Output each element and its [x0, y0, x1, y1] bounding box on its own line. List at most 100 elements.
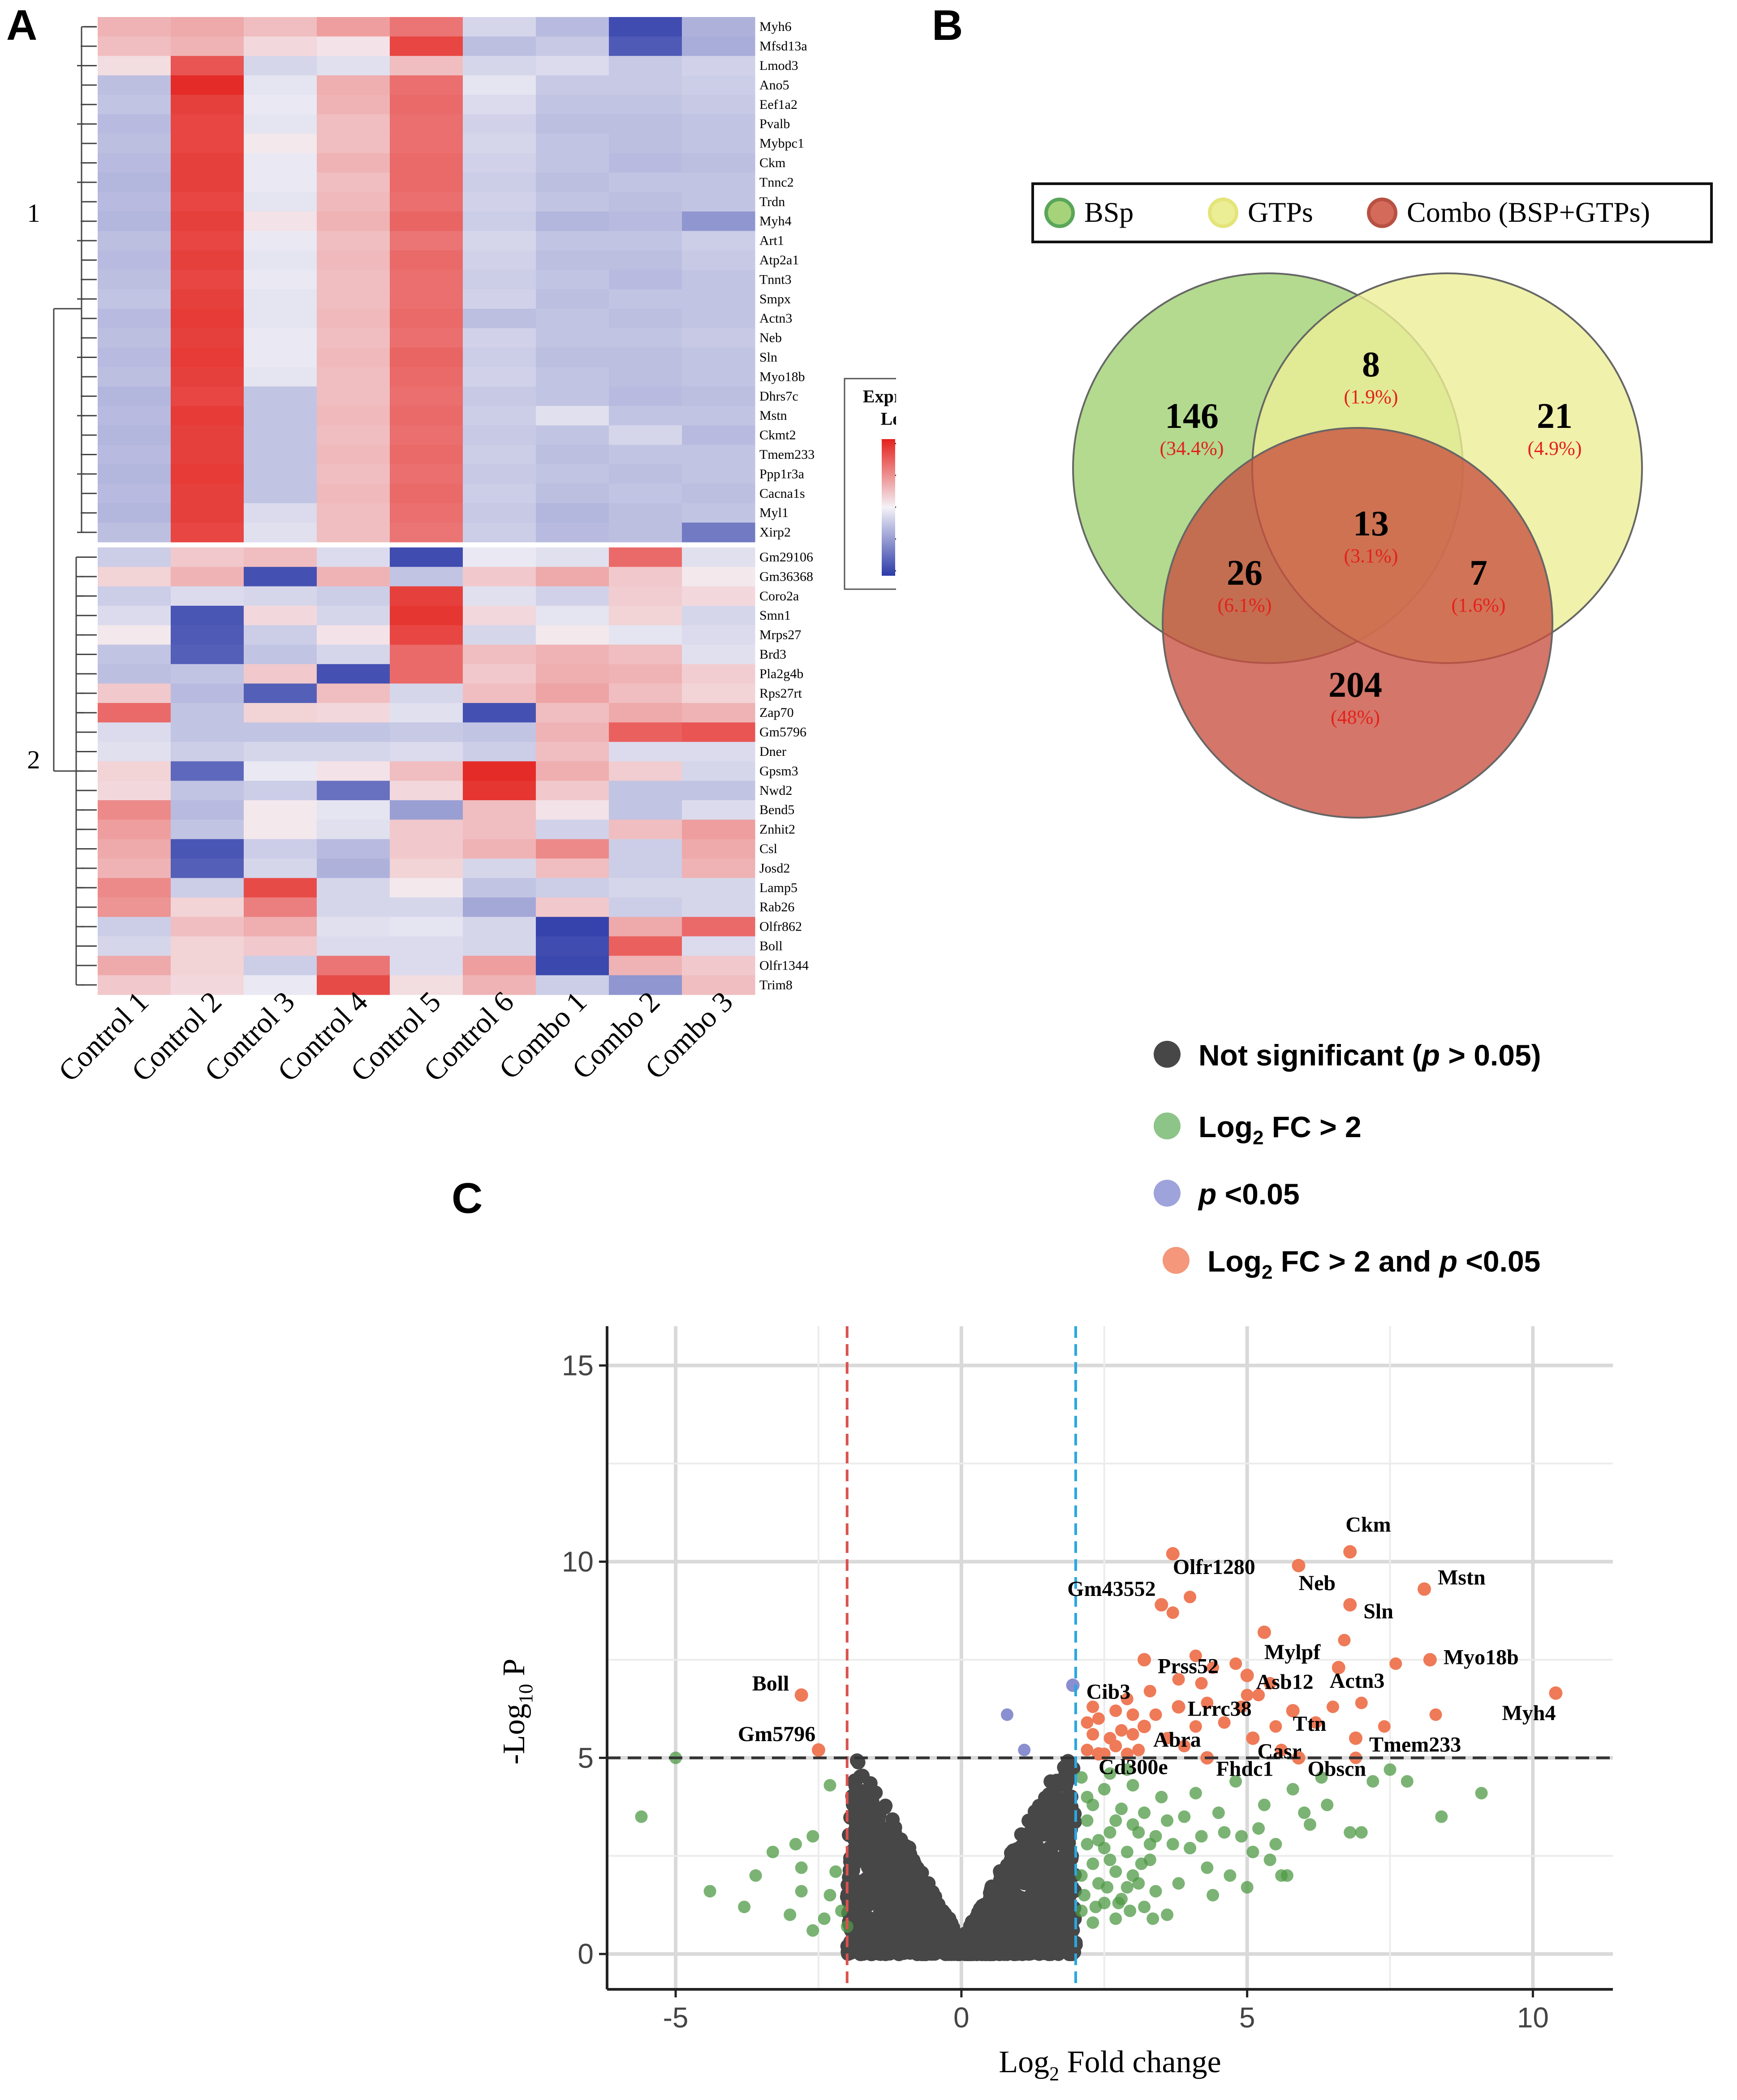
- gene-label: Neb: [1298, 1571, 1336, 1595]
- heatmap-cell: [682, 75, 755, 95]
- heatmap-cell: [244, 231, 317, 251]
- heatmap-cell: [609, 547, 682, 567]
- heatmap-row-label: Pla2g4b: [759, 666, 803, 681]
- point-fc: [635, 1810, 648, 1823]
- heatmap-cell: [536, 683, 609, 703]
- point-fc: [1147, 1912, 1159, 1925]
- heatmap-row-label: Xirp2: [759, 525, 791, 540]
- heatmap-cell: [609, 250, 682, 270]
- heatmap-row-label: Nwd2: [759, 783, 792, 798]
- heatmap-cell: [609, 483, 682, 504]
- heatmap-cell: [536, 819, 609, 840]
- heatmap-cell: [317, 172, 390, 193]
- heatmap-cell: [98, 17, 171, 37]
- heatmap-row-label: Sln: [759, 350, 777, 365]
- heatmap-cell: [390, 780, 463, 801]
- heatmap-cell: [171, 897, 244, 917]
- heatmap-cell: [536, 56, 609, 76]
- heatmap-cell: [463, 483, 536, 504]
- heatmap-cell: [463, 917, 536, 937]
- heatmap-row-label: Rps27rt: [759, 686, 802, 701]
- heatmap-cell: [98, 878, 171, 898]
- heatmap-cell: [609, 878, 682, 898]
- point-ns: [1037, 1827, 1052, 1842]
- heatmap-row-label: Zap70: [759, 705, 794, 720]
- point-fc: [1109, 1912, 1122, 1925]
- point-both: [1081, 1743, 1094, 1756]
- legend-label-both: Log2 FC > 2 and p <0.05: [1207, 1245, 1540, 1283]
- point-both: [1086, 1728, 1099, 1741]
- heatmap-cell: [171, 483, 244, 504]
- heatmap-cell: [390, 231, 463, 251]
- point-fc: [1224, 1869, 1237, 1882]
- heatmap-cell: [463, 683, 536, 703]
- heatmap-cell: [390, 567, 463, 587]
- heatmap-cell: [390, 406, 463, 426]
- heatmap-cell: [609, 761, 682, 781]
- heatmap-cell: [317, 839, 390, 859]
- heatmap-cell: [463, 936, 536, 956]
- heatmap-cell: [244, 503, 317, 523]
- heatmap-cell: [171, 95, 244, 115]
- heatmap-cell: [317, 956, 390, 976]
- heatmap-cell: [98, 367, 171, 387]
- point-fc: [1138, 1901, 1151, 1914]
- point-ns: [1031, 1928, 1046, 1942]
- point-labeled: [811, 1743, 825, 1757]
- heatmap-cell: [317, 800, 390, 820]
- heatmap-cell: [463, 606, 536, 625]
- point-both: [1326, 1700, 1339, 1713]
- heatmap-cell: [682, 36, 755, 56]
- heatmap-cell: [244, 567, 317, 587]
- heatmap-cell: [317, 36, 390, 56]
- point-ns: [987, 1946, 1001, 1961]
- gene-labels: Ckm Olfr1280 Mstn Neb Sln Gm43552 Mylpf Myo18b P…: [738, 1513, 1556, 1781]
- heatmap-cell: [682, 819, 755, 840]
- heatmap-cell: [390, 625, 463, 645]
- point-ns: [967, 1928, 982, 1943]
- heatmap-row-label: Brd3: [759, 647, 786, 662]
- heatmap-cell: [609, 936, 682, 956]
- heatmap-cell: [98, 897, 171, 917]
- heatmap-cell: [536, 425, 609, 445]
- point-labeled: [1155, 1598, 1168, 1612]
- heatmap-cell: [390, 917, 463, 937]
- point-both: [1178, 1740, 1191, 1753]
- heatmap-cell: [463, 567, 536, 587]
- venn-legend-gtps: GTPs: [1208, 196, 1313, 228]
- heatmap-cell: [609, 800, 682, 820]
- gene-label: Asb12: [1256, 1670, 1314, 1694]
- heatmap-cell: [682, 644, 755, 664]
- heatmap-cell: [317, 231, 390, 251]
- heatmap-cell: [609, 192, 682, 212]
- point-ns: [854, 1906, 869, 1921]
- heatmap-cell: [682, 878, 755, 898]
- point-fc: [1161, 1814, 1174, 1827]
- heatmap-cell: [244, 722, 317, 742]
- heatmap-cell: [98, 75, 171, 95]
- point-fc: [1103, 1826, 1116, 1839]
- heatmap-row-label: Pvalb: [759, 116, 790, 131]
- heatmap-cell: [536, 367, 609, 387]
- gene-label: Gm43552: [1067, 1577, 1155, 1601]
- point-fc: [829, 1865, 842, 1878]
- venn-region-percent: (6.1%): [1218, 594, 1272, 616]
- heatmap-cell: [536, 328, 609, 348]
- heatmap-cell: [390, 75, 463, 95]
- combo-legend-label: Combo (BSP+GTPs): [1407, 196, 1650, 228]
- heatmap-row-label: Lmod3: [759, 58, 798, 73]
- heatmap-cell: [244, 780, 317, 801]
- point-ns: [927, 1935, 941, 1950]
- point-fc: [1246, 1846, 1259, 1859]
- heatmap-cell: [98, 289, 171, 309]
- heatmap-cell: [536, 95, 609, 115]
- point-ns: [1034, 1870, 1049, 1885]
- heatmap-cell: [682, 386, 755, 406]
- gene-label: Ckm: [1345, 1513, 1391, 1537]
- heatmap-cell: [244, 897, 317, 917]
- heatmap-cell: [390, 153, 463, 173]
- heatmap-cell: [244, 444, 317, 465]
- heatmap-cell: [609, 153, 682, 173]
- heatmap-row-label: Trdn: [759, 194, 785, 209]
- heatmap-cell: [98, 839, 171, 859]
